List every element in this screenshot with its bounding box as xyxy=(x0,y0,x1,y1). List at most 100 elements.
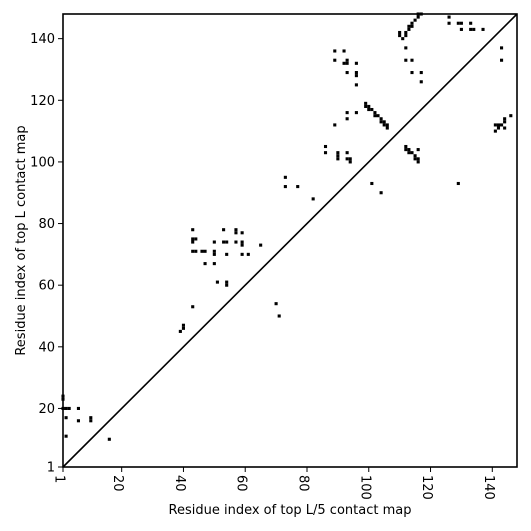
contact-cell xyxy=(496,126,501,130)
contact-cell xyxy=(354,61,358,65)
contact-cell xyxy=(373,111,377,115)
contact-cell xyxy=(379,120,383,124)
contact-cell xyxy=(240,243,244,247)
contact-cell xyxy=(333,49,337,53)
contact-cell xyxy=(296,185,300,189)
contact-cell xyxy=(76,406,80,410)
contact-cell xyxy=(410,71,414,75)
contact-cell xyxy=(191,249,195,253)
contact-cell xyxy=(76,419,80,423)
contact-cell xyxy=(212,252,216,256)
contact-cell xyxy=(323,151,328,155)
contact-cell xyxy=(469,27,473,31)
contact-cell xyxy=(398,30,402,35)
contact-cell xyxy=(342,49,346,53)
contact-cell xyxy=(283,175,287,179)
contact-cell xyxy=(336,154,340,158)
y-tick-label: 120 xyxy=(30,94,55,109)
y-tick-label: 140 xyxy=(30,32,55,47)
contact-cell xyxy=(203,249,207,253)
contact-cell xyxy=(348,160,352,164)
contact-cell xyxy=(89,416,93,420)
contact-cell xyxy=(410,21,414,25)
contact-cell xyxy=(404,30,408,35)
contact-cell xyxy=(379,117,383,121)
contact-cell xyxy=(107,437,111,441)
contact-cell xyxy=(342,61,346,65)
contact-cell xyxy=(404,148,408,152)
contact-cell xyxy=(404,46,408,50)
contact-cell xyxy=(503,120,507,124)
contact-cell xyxy=(345,58,349,62)
contact-cell xyxy=(447,21,451,25)
contact-cell xyxy=(191,228,195,232)
contact-cell xyxy=(370,107,374,112)
contact-cell xyxy=(345,111,349,115)
y-tick-label: 100 xyxy=(30,155,55,170)
contact-cell xyxy=(64,416,68,420)
y-tick-label: 40 xyxy=(38,340,55,355)
y-tick-label: 1 xyxy=(47,461,55,476)
contact-cell xyxy=(240,231,244,235)
contact-cell xyxy=(382,123,386,127)
contact-cell xyxy=(212,249,216,253)
contact-cell xyxy=(89,419,93,423)
contact-cell xyxy=(178,329,182,333)
contact-cell xyxy=(416,157,420,161)
contact-cell xyxy=(407,151,411,155)
contact-cells xyxy=(61,12,513,441)
contact-cell xyxy=(222,240,226,244)
x-tick-label: 40 xyxy=(172,475,187,492)
x-tick-label: 20 xyxy=(110,475,125,492)
contact-cell xyxy=(348,157,352,161)
contact-cell xyxy=(345,157,349,161)
contact-cell xyxy=(345,151,349,155)
contact-cell xyxy=(283,185,287,189)
x-tick-label: 80 xyxy=(295,475,310,492)
contact-cell xyxy=(410,58,414,62)
contact-cell xyxy=(181,326,185,330)
contact-cell xyxy=(333,58,337,62)
contact-cell xyxy=(203,262,207,266)
contact-cell xyxy=(413,18,417,22)
contact-cell xyxy=(401,37,405,41)
x-tick-label: 100 xyxy=(357,475,372,500)
x-axis: 1 20 40 60 80 100 120 140 xyxy=(52,467,496,500)
contact-cell xyxy=(413,154,417,158)
contact-cell xyxy=(376,114,380,118)
contact-cell xyxy=(234,240,238,244)
contact-cell xyxy=(456,181,460,186)
contact-cell xyxy=(333,123,337,127)
x-tick-label: 60 xyxy=(234,475,249,492)
contact-cell xyxy=(481,27,485,31)
contact-cell xyxy=(493,129,497,133)
contact-cell xyxy=(398,34,402,38)
contact-cell xyxy=(404,144,408,149)
contact-cell xyxy=(413,157,417,161)
contact-cell xyxy=(459,27,463,31)
y-tick-label: 80 xyxy=(38,217,55,232)
contact-cell xyxy=(240,240,244,244)
contact-cell xyxy=(382,120,386,124)
contact-cell xyxy=(354,71,358,75)
contact-cell xyxy=(212,262,216,266)
contact-cell xyxy=(367,107,371,112)
contact-cell xyxy=(194,237,198,241)
contact-cell xyxy=(373,114,377,118)
x-tick-label: 1 xyxy=(52,475,67,483)
plot-area xyxy=(61,12,518,468)
contact-cell xyxy=(407,24,411,28)
contact-cell xyxy=(345,61,349,65)
contact-cell xyxy=(419,80,423,84)
x-tick-label: 120 xyxy=(419,475,434,500)
contact-cell xyxy=(416,15,420,19)
contact-cell xyxy=(345,71,349,75)
contact-cell xyxy=(410,24,414,28)
contact-cell xyxy=(336,151,340,155)
contact-cell xyxy=(404,58,408,62)
contact-cell xyxy=(67,406,71,410)
contact-cell xyxy=(496,123,501,127)
contact-cell xyxy=(336,157,340,161)
